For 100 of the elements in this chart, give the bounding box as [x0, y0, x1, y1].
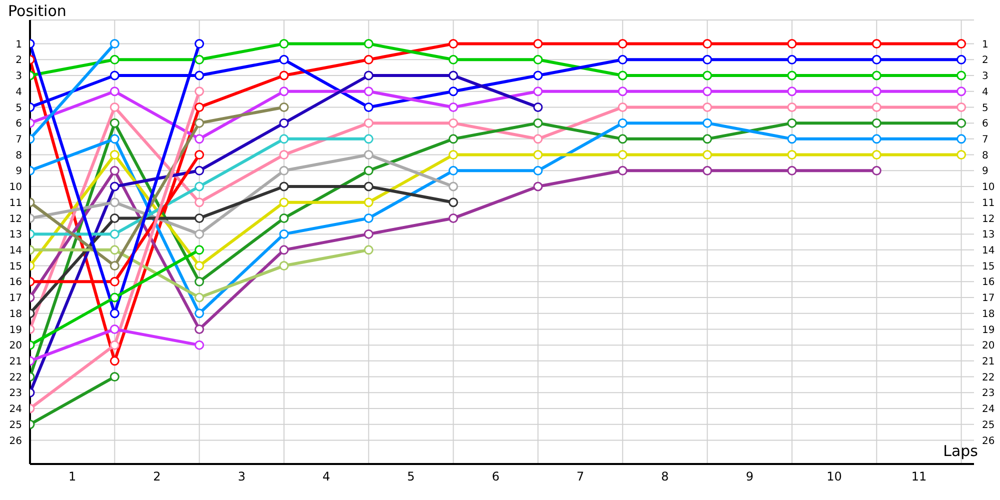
- y-tick-label: 11: [9, 198, 22, 209]
- y-tick-label: 26: [9, 436, 22, 447]
- point: [110, 340, 120, 350]
- point: [194, 182, 204, 192]
- point: [110, 70, 120, 80]
- y2-tick-label: 24: [982, 404, 995, 416]
- x-tick-label: 11: [911, 470, 927, 484]
- point: [533, 182, 543, 192]
- point: [787, 70, 797, 80]
- point: [787, 54, 797, 64]
- x-tick-label: 4: [322, 470, 330, 484]
- point: [618, 134, 628, 144]
- y-tick-label: 13: [9, 230, 22, 241]
- point: [279, 261, 289, 271]
- point: [279, 102, 289, 112]
- point: [364, 118, 374, 128]
- y2-tick-label: 18: [982, 308, 995, 320]
- point: [279, 182, 289, 192]
- point: [872, 134, 882, 144]
- y-tick-label: 6: [16, 118, 22, 130]
- y-tick-label: 15: [9, 261, 22, 272]
- point: [787, 150, 797, 160]
- point: [364, 229, 374, 239]
- point: [364, 182, 374, 192]
- x-tick-label: 2: [153, 470, 161, 484]
- y2-tick-label: 12: [982, 214, 995, 225]
- point: [533, 102, 543, 112]
- point: [194, 198, 204, 208]
- y2-tick-label: 4: [982, 86, 988, 98]
- point: [110, 86, 120, 96]
- point: [110, 324, 120, 334]
- y-tick-label: 17: [9, 293, 22, 304]
- point: [872, 118, 882, 128]
- point: [364, 70, 374, 80]
- y2-tick-label: 22: [982, 372, 995, 384]
- y2-tick-label: 14: [982, 245, 995, 256]
- point: [448, 70, 458, 80]
- point: [787, 134, 797, 144]
- y2-tick-label: 9: [982, 166, 988, 178]
- point: [194, 229, 204, 239]
- y-tick-label: 24: [9, 404, 22, 416]
- point: [279, 245, 289, 255]
- x-tick-label: 3: [238, 470, 246, 484]
- point: [872, 39, 882, 49]
- point: [702, 150, 712, 160]
- point: [279, 70, 289, 80]
- point: [618, 54, 628, 64]
- point: [279, 54, 289, 64]
- y-tick-label: 2: [16, 55, 22, 66]
- x-tick-label: 5: [407, 470, 415, 484]
- point: [533, 86, 543, 96]
- x-tick-label: 7: [576, 470, 584, 484]
- point: [110, 166, 120, 176]
- point: [956, 70, 966, 80]
- point: [110, 198, 120, 208]
- point: [448, 134, 458, 144]
- point: [448, 54, 458, 64]
- y2-tick-label: 15: [982, 261, 995, 272]
- point: [194, 39, 204, 49]
- point: [618, 39, 628, 49]
- point: [787, 166, 797, 176]
- point: [194, 261, 204, 271]
- point: [956, 86, 966, 96]
- point: [279, 229, 289, 239]
- point: [872, 54, 882, 64]
- point: [448, 102, 458, 112]
- point: [956, 102, 966, 112]
- point: [872, 150, 882, 160]
- y2-tick-label: 8: [982, 150, 988, 162]
- point: [194, 134, 204, 144]
- point: [110, 229, 120, 239]
- y-tick-label: 22: [9, 372, 22, 384]
- point: [448, 39, 458, 49]
- point: [533, 39, 543, 49]
- y-tick-label: 16: [9, 277, 22, 288]
- point: [872, 70, 882, 80]
- point: [702, 166, 712, 176]
- x-tick-label: 6: [492, 470, 500, 484]
- x-tick-label: 9: [746, 470, 754, 484]
- point: [448, 213, 458, 223]
- point: [448, 198, 458, 208]
- point: [279, 134, 289, 144]
- point: [872, 102, 882, 112]
- point: [194, 102, 204, 112]
- point: [364, 245, 374, 255]
- point: [110, 118, 120, 128]
- point: [618, 70, 628, 80]
- point: [194, 245, 204, 255]
- point: [872, 86, 882, 96]
- point: [618, 150, 628, 160]
- point: [364, 86, 374, 96]
- y-tick-label: 7: [16, 134, 22, 146]
- point: [194, 70, 204, 80]
- y-tick-label: 19: [9, 324, 22, 336]
- point: [618, 86, 628, 96]
- point: [533, 134, 543, 144]
- y2-tick-label: 1: [982, 39, 988, 50]
- point: [194, 340, 204, 350]
- y2-tick-label: 11: [982, 198, 995, 209]
- point: [956, 134, 966, 144]
